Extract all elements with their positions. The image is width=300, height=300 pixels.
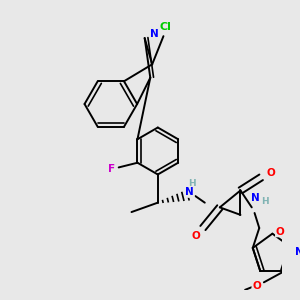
Text: H: H: [188, 179, 195, 188]
Text: N: N: [251, 193, 260, 203]
Text: N: N: [295, 247, 300, 257]
Text: O: O: [252, 281, 261, 291]
Text: N: N: [150, 29, 158, 39]
Text: Cl: Cl: [159, 22, 171, 32]
Text: O: O: [266, 168, 275, 178]
Text: O: O: [276, 227, 284, 237]
Text: H: H: [261, 197, 269, 206]
Text: O: O: [191, 230, 200, 241]
Text: N: N: [185, 187, 194, 197]
Text: F: F: [108, 164, 115, 174]
